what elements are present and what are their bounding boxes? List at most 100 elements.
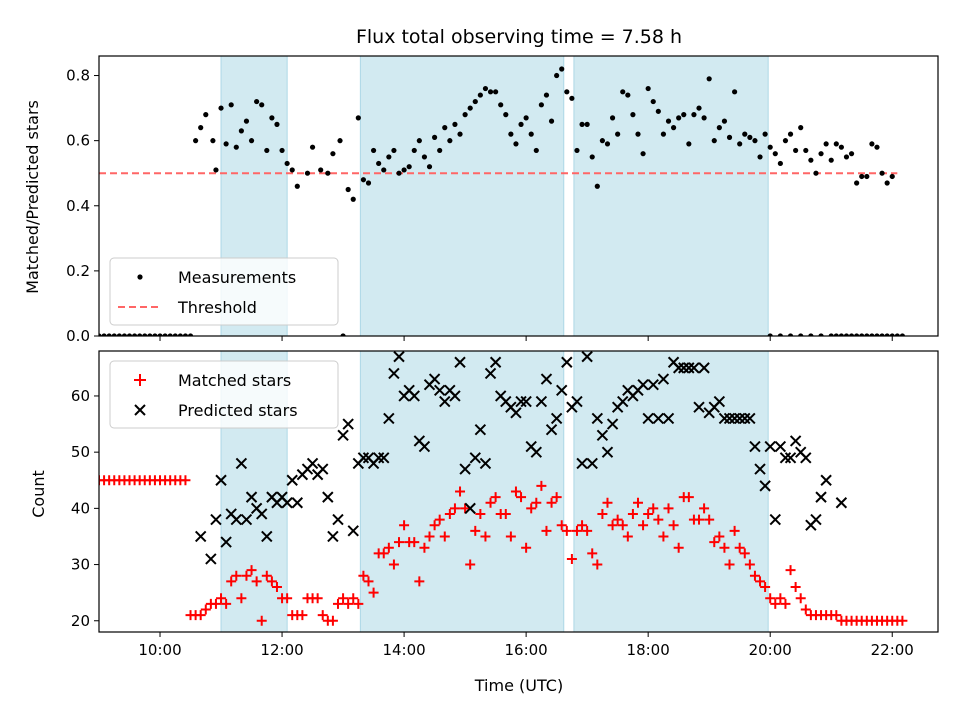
measurement-point xyxy=(833,141,839,147)
y-tick-label: 0.8 xyxy=(66,67,90,85)
measurement-point xyxy=(259,102,265,108)
predicted-stars-point xyxy=(693,401,705,413)
measurement-point xyxy=(162,333,168,336)
bottom-y-axis-label: Count xyxy=(29,470,48,518)
predicted-stars-point xyxy=(245,491,258,503)
matched-stars-point xyxy=(449,503,460,514)
measurement-point xyxy=(604,141,611,147)
predicted-stars-point xyxy=(449,390,461,402)
predicted-stars-point xyxy=(439,395,451,408)
matched-stars-point xyxy=(612,514,623,525)
matched-stars-point xyxy=(729,525,740,536)
matched-stars-point xyxy=(561,525,572,536)
measurement-point xyxy=(645,85,651,92)
measurement-point xyxy=(487,89,494,95)
measurement-point xyxy=(625,92,631,98)
predicted-stars-point xyxy=(657,373,670,385)
measurement-point xyxy=(869,141,875,147)
measurement-point xyxy=(823,141,829,147)
measurement-point xyxy=(101,333,107,336)
measurement-point xyxy=(279,147,285,154)
predicted-stars-point xyxy=(215,474,227,486)
predicted-stars-point xyxy=(581,351,593,363)
measurement-point xyxy=(223,141,229,147)
x-axis-label: Time (UTC) xyxy=(474,676,563,695)
matched-stars-point xyxy=(597,508,608,519)
predicted-stars-point xyxy=(698,362,710,374)
matched-stars-point xyxy=(378,548,389,559)
matched-stars-point xyxy=(749,570,760,581)
matched-stars-point xyxy=(419,542,430,553)
measurement-point xyxy=(854,333,860,336)
measurement-point xyxy=(706,76,712,82)
predicted-stars-point xyxy=(683,362,695,374)
matched-stars-point xyxy=(760,582,771,593)
measurement-point xyxy=(284,160,290,167)
matched-stars-point xyxy=(465,559,476,570)
matched-stars-point xyxy=(556,520,567,531)
measurement-point xyxy=(554,72,560,79)
matched-stars-point xyxy=(658,531,669,542)
predicted-stars-point xyxy=(433,384,446,397)
measurement-point xyxy=(869,333,875,336)
matched-stars-point xyxy=(546,497,557,508)
matched-stars-point xyxy=(709,537,720,548)
predicted-stars-point xyxy=(739,412,751,425)
x-tick-label: 12:00 xyxy=(260,641,303,659)
measurement-point xyxy=(391,147,397,154)
measurement-point xyxy=(493,89,499,95)
matched-stars-point xyxy=(282,593,293,604)
y-tick-label: 0.2 xyxy=(66,262,90,280)
measurement-point xyxy=(732,89,738,95)
matched-stars-point xyxy=(521,542,532,553)
matched-stars-point xyxy=(648,503,659,514)
measurement-point xyxy=(228,102,234,108)
top-legend-box xyxy=(109,257,339,326)
measurement-point xyxy=(747,134,753,140)
measurement-point xyxy=(584,121,590,127)
matched-stars-point xyxy=(424,531,435,542)
matched-stars-point xyxy=(719,542,730,553)
measurement-point xyxy=(670,125,677,131)
measurement-point xyxy=(884,180,890,186)
measurement-point xyxy=(106,333,112,336)
measurement-point xyxy=(889,173,895,180)
predicted-stars-point xyxy=(240,513,253,526)
matched-stars-point xyxy=(785,565,796,576)
measurement-point xyxy=(238,128,244,134)
measurement-point xyxy=(111,333,117,336)
measurement-point xyxy=(304,170,311,176)
measurement-point xyxy=(355,115,361,121)
measurement-point xyxy=(803,147,809,154)
matched-stars-point xyxy=(582,525,593,536)
predicted-stars-point xyxy=(678,362,690,374)
measurement-point xyxy=(126,333,133,336)
predicted-stars-point xyxy=(469,452,481,464)
y-tick-label: 0.0 xyxy=(66,327,90,345)
matched-stars-point xyxy=(455,486,466,497)
measurement-point xyxy=(198,125,204,131)
measurement-point xyxy=(838,144,844,150)
predicted-stars-point xyxy=(733,412,746,425)
measurement-point xyxy=(309,144,316,150)
predicted-stars-point xyxy=(749,440,761,453)
matched-stars-point xyxy=(775,593,786,604)
measurement-point xyxy=(401,167,407,173)
measurement-point xyxy=(686,141,692,147)
matched-stars-point xyxy=(510,486,521,497)
predicted-stars-point xyxy=(561,356,573,368)
measurement-point xyxy=(318,167,324,173)
predicted-stars-point xyxy=(337,429,349,442)
legend-measurements: Measurements xyxy=(178,268,296,287)
measurement-point xyxy=(340,333,346,336)
matched-stars-point xyxy=(500,508,511,519)
predicted-stars-point xyxy=(357,452,370,464)
predicted-stars-point xyxy=(372,452,385,464)
legend-threshold: Threshold xyxy=(177,298,257,317)
measurement-point xyxy=(782,138,789,144)
measurement-point xyxy=(793,147,799,154)
predicted-stars-point xyxy=(556,384,568,397)
predicted-stars-point xyxy=(647,379,659,391)
matched-stars-point xyxy=(429,520,440,531)
